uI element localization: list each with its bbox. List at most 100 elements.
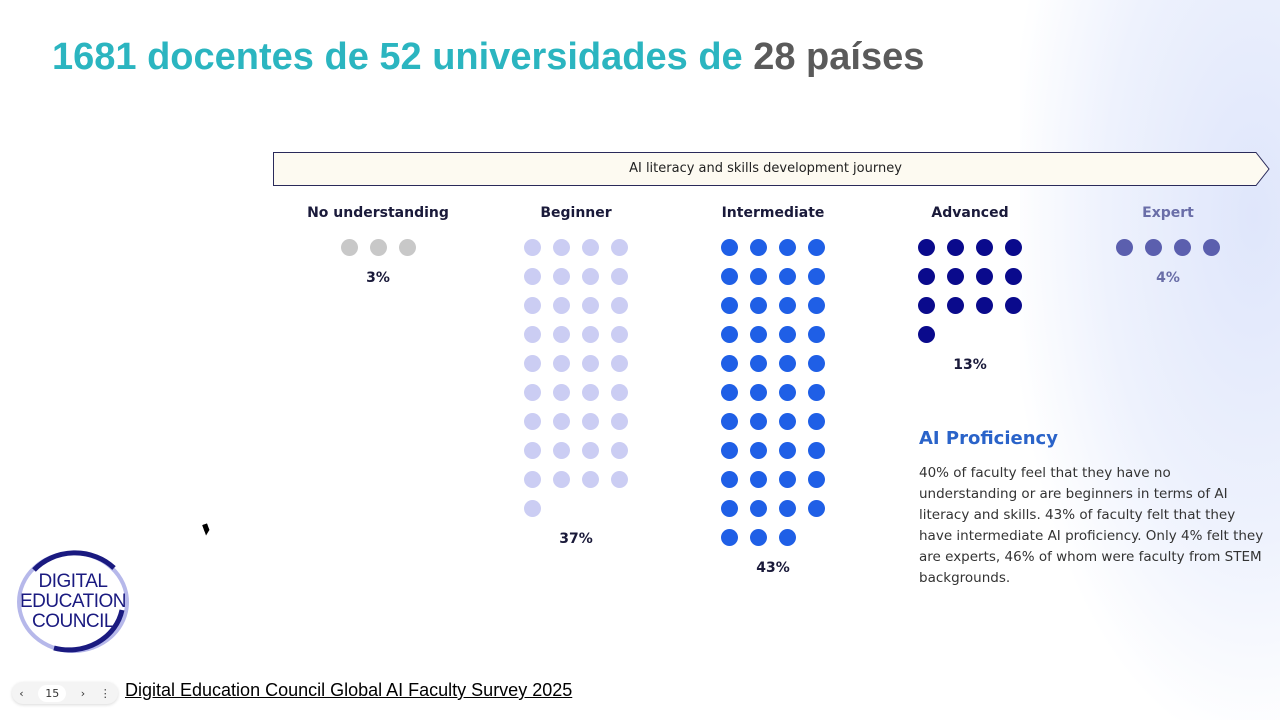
dot-mark xyxy=(918,239,935,256)
dot-mark xyxy=(524,384,541,401)
dot-mark xyxy=(582,326,599,343)
dot-mark xyxy=(779,384,796,401)
percent-label: 37% xyxy=(559,531,593,547)
dot-mark xyxy=(808,442,825,459)
dot-mark xyxy=(750,268,767,285)
dot-mark xyxy=(611,384,628,401)
dot-mark xyxy=(721,529,738,546)
dot-mark xyxy=(779,297,796,314)
dot-mark xyxy=(721,239,738,256)
dot-mark xyxy=(611,239,628,256)
category-label: Advanced xyxy=(931,205,1009,221)
dot-mark xyxy=(721,297,738,314)
dot-mark xyxy=(808,500,825,517)
dot-mark xyxy=(611,268,628,285)
dot-mark xyxy=(976,268,993,285)
more-options-icon[interactable]: ⋮ xyxy=(99,686,111,700)
category-label: No understanding xyxy=(307,205,449,221)
dot-mark xyxy=(1005,239,1022,256)
dot-mark xyxy=(721,326,738,343)
dot-mark xyxy=(808,471,825,488)
dot-mark xyxy=(808,239,825,256)
category-advanced: Advanced 13% xyxy=(890,203,1050,373)
dot-mark xyxy=(524,413,541,430)
dot-mark xyxy=(947,239,964,256)
dot-mark xyxy=(808,326,825,343)
dot-mark xyxy=(779,355,796,372)
dot-mark xyxy=(779,268,796,285)
dot-mark xyxy=(553,355,570,372)
dot-mark xyxy=(553,442,570,459)
dot-mark xyxy=(779,471,796,488)
dot-mark xyxy=(721,500,738,517)
dot-mark xyxy=(779,500,796,517)
dot-mark xyxy=(582,297,599,314)
dot-mark xyxy=(582,471,599,488)
dot-mark xyxy=(808,355,825,372)
dot-mark xyxy=(582,384,599,401)
source-link[interactable]: Digital Education Council Global AI Facu… xyxy=(125,680,573,700)
dot-mark xyxy=(611,471,628,488)
dot-mark xyxy=(524,442,541,459)
dot-mark xyxy=(947,297,964,314)
dot-mark xyxy=(808,268,825,285)
proficiency-text: 40% of faculty feel that they have no un… xyxy=(919,465,1264,586)
dot-mark xyxy=(398,239,416,256)
prev-slide-button[interactable]: ‹ xyxy=(19,686,24,700)
dot-mark xyxy=(582,413,599,430)
dot-grid xyxy=(496,239,656,517)
slide-title: 1681 docentes de 52 universidades de 28 … xyxy=(52,36,924,79)
dot-mark xyxy=(524,297,541,314)
dot-mark xyxy=(611,326,628,343)
dot-mark xyxy=(524,355,541,372)
next-slide-button[interactable]: › xyxy=(80,686,86,700)
dot-mark xyxy=(582,268,599,285)
dot-mark xyxy=(918,326,935,343)
chart-title: AI literacy and skills development journ… xyxy=(629,161,902,176)
dot-grid xyxy=(298,239,458,256)
dot-mark xyxy=(779,239,796,256)
dot-mark xyxy=(582,355,599,372)
dot-mark xyxy=(779,326,796,343)
dot-mark xyxy=(611,355,628,372)
title-accent: 28 países xyxy=(753,36,925,78)
dot-grid xyxy=(693,239,853,546)
percent-label: 4% xyxy=(1156,270,1180,286)
dot-mark xyxy=(750,500,767,517)
percent-label: 3% xyxy=(366,270,390,286)
percent-label: 13% xyxy=(953,357,987,373)
category-label: Beginner xyxy=(540,205,612,221)
dot-mark xyxy=(808,297,825,314)
dot-mark xyxy=(524,500,541,517)
dot-mark xyxy=(524,326,541,343)
dot-mark xyxy=(1174,239,1191,256)
dot-mark xyxy=(721,471,738,488)
dot-mark xyxy=(750,239,767,256)
dot-mark xyxy=(524,471,541,488)
category-label: Intermediate xyxy=(721,205,825,221)
dot-grid xyxy=(1088,239,1248,256)
category-no-understanding: No understanding 3% xyxy=(298,203,458,286)
dot-mark xyxy=(582,442,599,459)
mouse-cursor-icon xyxy=(202,523,211,536)
dot-mark xyxy=(947,268,964,285)
dot-mark xyxy=(721,268,738,285)
percent-label: 43% xyxy=(756,560,790,576)
dot-mark xyxy=(1005,297,1022,314)
dot-mark xyxy=(553,471,570,488)
dot-mark xyxy=(808,384,825,401)
dot-mark xyxy=(553,326,570,343)
proficiency-panel: AI Proficiency 40% of faculty feel that … xyxy=(919,428,1269,589)
dot-mark xyxy=(750,384,767,401)
dot-mark xyxy=(808,413,825,430)
category-beginner: Beginner 37% xyxy=(496,203,656,547)
dot-mark xyxy=(611,442,628,459)
background-glow xyxy=(1020,0,1280,720)
category-expert: Expert 4% xyxy=(1088,203,1248,286)
dot-mark xyxy=(582,239,599,256)
dot-mark xyxy=(721,355,738,372)
dot-mark xyxy=(553,297,570,314)
category-intermediate: Intermediate 43% xyxy=(693,203,853,576)
category-label: Expert xyxy=(1142,205,1194,221)
dot-mark xyxy=(750,442,767,459)
